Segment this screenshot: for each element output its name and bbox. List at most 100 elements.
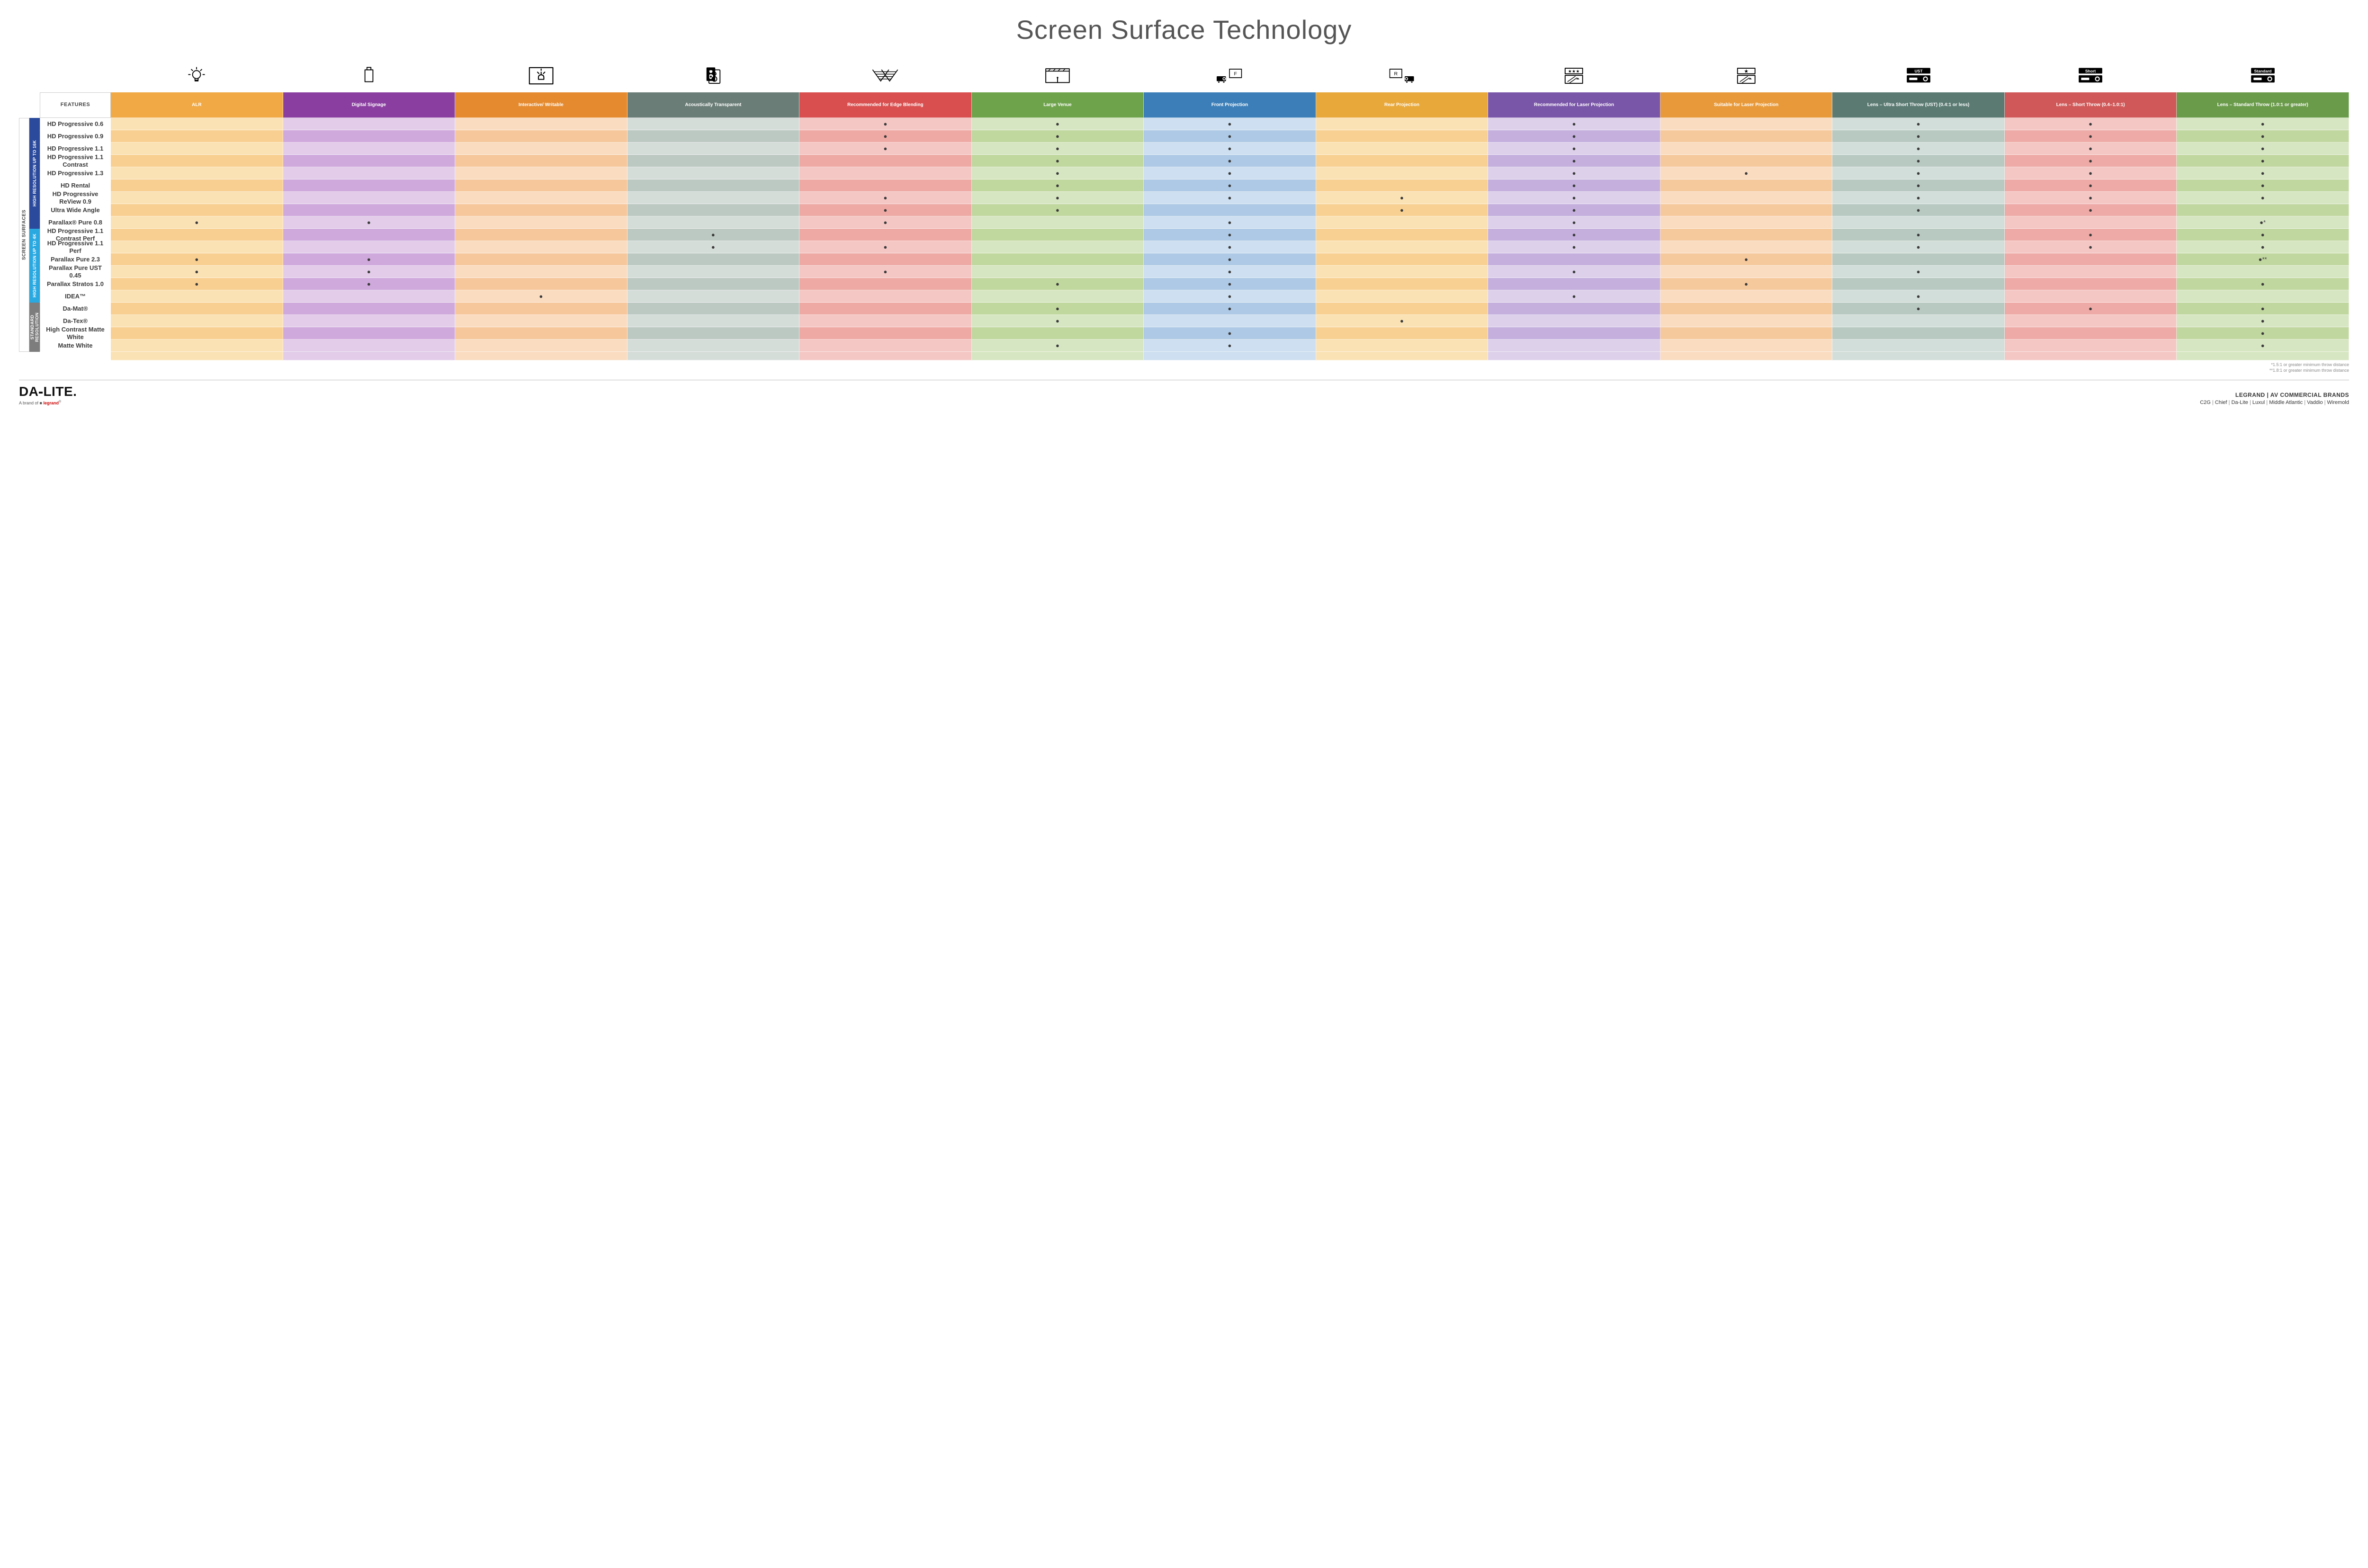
cell-write (455, 192, 628, 204)
cell-write (455, 253, 628, 266)
header-reclaser: Recommended for Laser Projection (1488, 92, 1660, 118)
cell-write (455, 167, 628, 179)
cell-rear (1316, 167, 1489, 179)
cell-venue (972, 290, 1144, 303)
cell-alr: ● (111, 253, 283, 266)
cell-acous (628, 143, 800, 155)
cell-write (455, 155, 628, 167)
cell-std: ● (2177, 118, 2349, 130)
cell-edge (799, 315, 972, 327)
cell-reclaser (1488, 327, 1660, 340)
cell-reclaser: ● (1488, 155, 1660, 167)
cell-rear (1316, 216, 1489, 229)
cell-short: ● (2005, 179, 2177, 192)
cell-suitlaser (1660, 241, 1833, 253)
cell-write (455, 143, 628, 155)
cell-acous (628, 192, 800, 204)
cell-sign (283, 327, 456, 340)
cell-std (2177, 266, 2349, 278)
cell-short: ● (2005, 155, 2177, 167)
cell-ust: ● (1832, 179, 2005, 192)
cell-acous (628, 130, 800, 143)
front-icon: F (1144, 59, 1316, 92)
cell-std: ● (2177, 241, 2349, 253)
cell-rear (1316, 303, 1489, 315)
cell-ust: ● (1832, 167, 2005, 179)
cell-sign: ● (283, 266, 456, 278)
cell-write (455, 229, 628, 241)
cell-alr (111, 303, 283, 315)
cell-short (2005, 266, 2177, 278)
cell-edge (799, 253, 972, 266)
svg-text:★: ★ (1744, 69, 1749, 74)
cell-suitlaser (1660, 266, 1833, 278)
brands: LEGRAND | AV COMMERCIAL BRANDS C2GChiefD… (2200, 392, 2349, 405)
cell-std: ● (2177, 340, 2349, 352)
cell-rear (1316, 340, 1489, 352)
cell-front (1144, 204, 1316, 216)
cell-write (455, 204, 628, 216)
cell-alr: ● (111, 266, 283, 278)
cell-short (2005, 340, 2177, 352)
cell-front: ● (1144, 192, 1316, 204)
cell-rear: ● (1316, 192, 1489, 204)
cell-ust: ● (1832, 130, 2005, 143)
cell-acous (628, 204, 800, 216)
cell-sign (283, 303, 456, 315)
cell-sign: ● (283, 253, 456, 266)
footnote: **1.8:1 or greater minimum throw distanc… (19, 368, 2349, 374)
cell-reclaser: ● (1488, 179, 1660, 192)
cell-acous (628, 266, 800, 278)
cell-reclaser: ● (1488, 241, 1660, 253)
svg-text:F: F (1234, 71, 1237, 77)
cell-rear (1316, 155, 1489, 167)
cell-rear (1316, 241, 1489, 253)
row-name: HD Progressive 1.1 Perf (40, 241, 111, 253)
std-icon: Standard (2177, 59, 2349, 92)
cell-front: ● (1144, 118, 1316, 130)
cell-edge: ● (799, 118, 972, 130)
cell-acous (628, 340, 800, 352)
row-name: High Contrast Matte White (40, 327, 111, 340)
row-name: HD Progressive 1.1 Contrast (40, 155, 111, 167)
cell-acous (628, 315, 800, 327)
cell-reclaser (1488, 278, 1660, 290)
cell-front: ● (1144, 216, 1316, 229)
svg-text:R: R (1394, 71, 1398, 77)
logo-da: DA (19, 384, 38, 399)
cell-suitlaser (1660, 340, 1833, 352)
cell-suitlaser (1660, 327, 1833, 340)
cell-edge (799, 290, 972, 303)
cell-rear (1316, 130, 1489, 143)
cell-sign (283, 204, 456, 216)
cell-front: ● (1144, 253, 1316, 266)
header-venue: Large Venue (972, 92, 1144, 118)
header-write: Interactive/ Writable (455, 92, 628, 118)
cell-edge: ● (799, 204, 972, 216)
cell-acous (628, 216, 800, 229)
cell-std (2177, 290, 2349, 303)
cell-alr (111, 241, 283, 253)
brand-item: C2G (2200, 400, 2211, 405)
cell-front: ● (1144, 340, 1316, 352)
cell-write (455, 266, 628, 278)
cell-sign (283, 143, 456, 155)
cell-reclaser: ● (1488, 143, 1660, 155)
cell-acous (628, 167, 800, 179)
cell-ust: ● (1832, 118, 2005, 130)
cell-reclaser: ● (1488, 118, 1660, 130)
cell-short (2005, 315, 2177, 327)
cell-std: ● (2177, 167, 2349, 179)
cell-front: ● (1144, 290, 1316, 303)
cell-short: ● (2005, 303, 2177, 315)
cell-reclaser: ● (1488, 204, 1660, 216)
cell-acous (628, 303, 800, 315)
cell-front: ● (1144, 155, 1316, 167)
header-sign: Digital Signage (283, 92, 456, 118)
cell-sign (283, 229, 456, 241)
cell-reclaser (1488, 315, 1660, 327)
cell-write (455, 179, 628, 192)
cell-std: ●** (2177, 253, 2349, 266)
cell-rear: ● (1316, 204, 1489, 216)
cell-front: ● (1144, 266, 1316, 278)
